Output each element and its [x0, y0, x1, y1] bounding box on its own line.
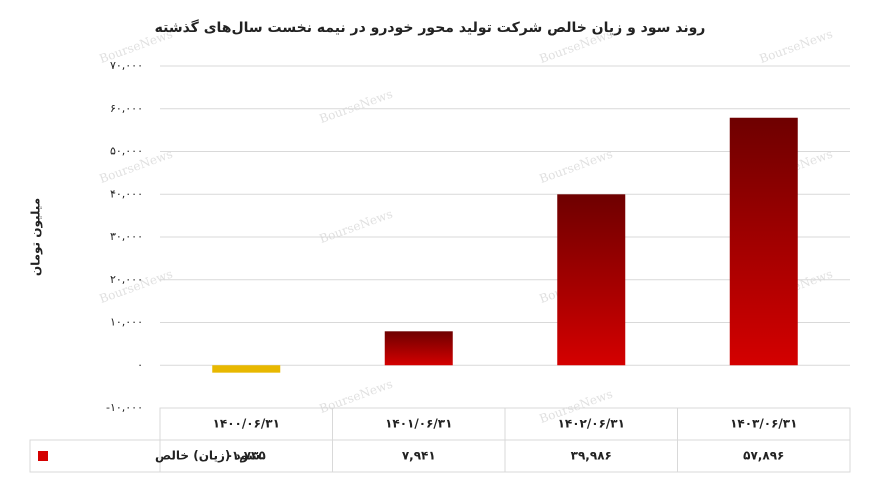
y-axis-label: میلیون تومان: [29, 198, 44, 276]
watermark: BourseNews: [537, 147, 614, 186]
chart-title: روند سود و زیان خالص شرکت تولید محور خود…: [155, 19, 706, 36]
x-tick-label: ۱۴۰۱/۰۶/۳۱: [385, 417, 452, 431]
bar: [557, 194, 626, 366]
bar: [212, 365, 281, 373]
x-tick-label: ۱۴۰۳/۰۶/۳۱: [730, 417, 797, 431]
legend-label: سود (زیان) خالص: [155, 449, 260, 464]
x-tick-label: ۱۴۰۰/۰۶/۳۱: [213, 417, 280, 431]
watermark: BourseNews: [317, 377, 394, 416]
y-tick-label: ۶۰,۰۰۰: [110, 102, 143, 115]
bar: [729, 117, 798, 366]
y-tick-label: ۳۰,۰۰۰: [110, 230, 143, 243]
table-border: [29, 439, 161, 473]
x-tick-label: ۱۴۰۲/۰۶/۳۱: [558, 417, 625, 431]
table-value: -۱,۷۳۵: [227, 449, 266, 463]
watermark: BourseNews: [317, 207, 394, 246]
table-value: ۵۷,۸۹۶: [743, 449, 784, 463]
bar: [384, 331, 453, 366]
y-tick-label: -۱۰,۰۰۰: [106, 401, 143, 414]
table-value: ۷,۹۴۱: [402, 449, 436, 463]
table-value: ۳۹,۹۸۶: [571, 449, 612, 463]
watermark: BourseNews: [757, 27, 834, 66]
legend-swatch: [38, 451, 48, 461]
y-tick-label: ۴۰,۰۰۰: [110, 187, 143, 200]
watermark: BourseNews: [317, 87, 394, 126]
y-tick-label: ۷۰,۰۰۰: [110, 59, 143, 72]
y-tick-label: ۰: [137, 358, 143, 371]
y-tick-label: ۵۰,۰۰۰: [110, 145, 143, 158]
y-tick-label: ۲۰,۰۰۰: [110, 273, 143, 286]
y-tick-label: ۱۰,۰۰۰: [110, 316, 143, 329]
